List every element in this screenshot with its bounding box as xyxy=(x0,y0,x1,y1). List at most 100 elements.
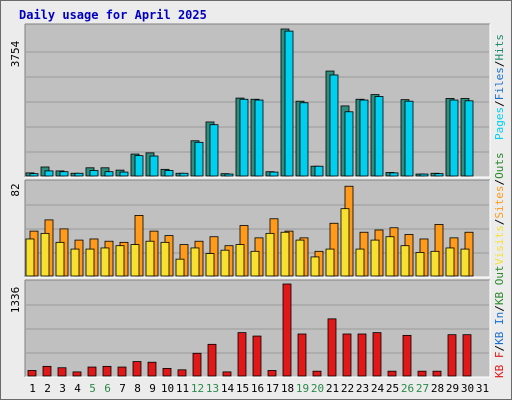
kb-bar xyxy=(462,334,472,377)
y-max-label: 3754 xyxy=(9,40,22,67)
kb-bar xyxy=(222,371,232,377)
files-bar xyxy=(59,171,69,177)
x-tick-label: 27 xyxy=(416,382,429,395)
legend-pages: Pages xyxy=(493,107,506,140)
visits-bar xyxy=(310,256,320,277)
x-tick-label: 15 xyxy=(236,382,249,395)
kb-bar xyxy=(432,370,442,377)
files-bar xyxy=(149,155,159,177)
files-bar xyxy=(329,74,339,177)
legend-bottom: KB F/KB In/KB Out xyxy=(493,265,506,378)
visits-bar xyxy=(55,241,65,277)
x-tick-label: 3 xyxy=(59,382,66,395)
files-bar xyxy=(194,141,204,177)
x-tick-label: 1 xyxy=(29,382,36,395)
legend-middle: Visits/Sites/Outs xyxy=(493,152,506,265)
x-tick-label: 6 xyxy=(104,382,111,395)
kb-bar xyxy=(267,370,277,377)
files-bar xyxy=(164,170,174,177)
files-bar xyxy=(284,30,294,177)
x-tick-label: 10 xyxy=(161,382,174,395)
x-tick-label: 2 xyxy=(44,382,51,395)
visits-bar xyxy=(385,236,395,277)
visits-bar xyxy=(25,238,35,277)
files-bar xyxy=(224,173,234,177)
kb-bar xyxy=(447,334,457,377)
x-tick-label: 25 xyxy=(386,382,399,395)
files-bar xyxy=(89,170,99,177)
y-max-label: 1336 xyxy=(9,287,22,314)
x-tick-label: 28 xyxy=(431,382,444,395)
legend-sites: Sites xyxy=(493,186,506,219)
kb-bar xyxy=(282,283,292,377)
legend-kb-in: KB In xyxy=(493,312,506,345)
x-tick-label: 29 xyxy=(446,382,459,395)
kb-bar xyxy=(312,370,322,377)
kb-bar xyxy=(177,369,187,377)
x-tick-label: 11 xyxy=(176,382,189,395)
visits-bar xyxy=(160,241,170,277)
visits-bar xyxy=(445,247,455,277)
visits-bar xyxy=(340,208,350,277)
kb-bar xyxy=(42,365,52,377)
x-tick-label: 20 xyxy=(311,382,324,395)
kb-bar xyxy=(132,361,142,377)
x-tick-label: 4 xyxy=(74,382,81,395)
files-bar xyxy=(419,173,429,177)
files-bar xyxy=(389,172,399,177)
kb-bar xyxy=(147,361,157,377)
kb-bar xyxy=(372,332,382,377)
x-tick-label: 23 xyxy=(356,382,369,395)
visits-bar xyxy=(85,248,95,277)
files-bar xyxy=(179,172,189,177)
x-tick-label: 13 xyxy=(206,382,219,395)
kb-bar xyxy=(327,318,337,377)
kb-bar xyxy=(87,366,97,377)
files-bar xyxy=(434,173,444,177)
y-max-label: 82 xyxy=(9,183,22,196)
kb-bar xyxy=(252,335,262,377)
kb-bar xyxy=(117,366,127,377)
files-bar xyxy=(134,155,144,177)
visits-bar xyxy=(235,244,245,277)
visits-bar xyxy=(220,249,230,277)
kb-bar xyxy=(57,367,67,377)
files-bar xyxy=(374,96,384,177)
files-bar xyxy=(344,111,354,177)
files-bar xyxy=(239,98,249,177)
visits-bar xyxy=(280,231,290,277)
x-tick-label: 21 xyxy=(326,382,339,395)
legend-visits: Visits xyxy=(493,225,506,265)
files-bar xyxy=(74,172,84,177)
x-tick-label: 9 xyxy=(149,382,156,395)
visits-bar xyxy=(355,248,365,277)
x-tick-label: 14 xyxy=(221,382,235,395)
kb-bar xyxy=(162,368,172,377)
kb-bar xyxy=(342,333,352,377)
files-bar xyxy=(269,171,279,177)
x-tick-label: 7 xyxy=(119,382,126,395)
x-tick-label: 16 xyxy=(251,382,264,395)
kb-bar xyxy=(72,371,82,377)
kb-bar xyxy=(357,333,367,377)
legend-files: Files xyxy=(493,67,506,100)
visits-bar xyxy=(40,232,50,277)
legend-outs: Outs xyxy=(493,152,506,179)
visits-bar xyxy=(190,247,200,277)
visits-bar xyxy=(100,247,110,277)
visits-bar xyxy=(430,250,440,277)
visits-bar xyxy=(70,248,80,277)
visits-bar xyxy=(325,248,335,277)
kb-bar xyxy=(417,370,427,377)
files-bar xyxy=(299,102,309,177)
x-tick-label: 18 xyxy=(281,382,294,395)
x-tick-label: 26 xyxy=(401,382,414,395)
x-tick-label: 8 xyxy=(134,382,141,395)
visits-bar xyxy=(205,253,215,277)
x-tick-label: 22 xyxy=(341,382,354,395)
files-bar xyxy=(404,100,414,177)
kb-bar xyxy=(387,370,397,377)
x-tick-label: 17 xyxy=(266,382,279,395)
files-bar xyxy=(119,171,129,177)
